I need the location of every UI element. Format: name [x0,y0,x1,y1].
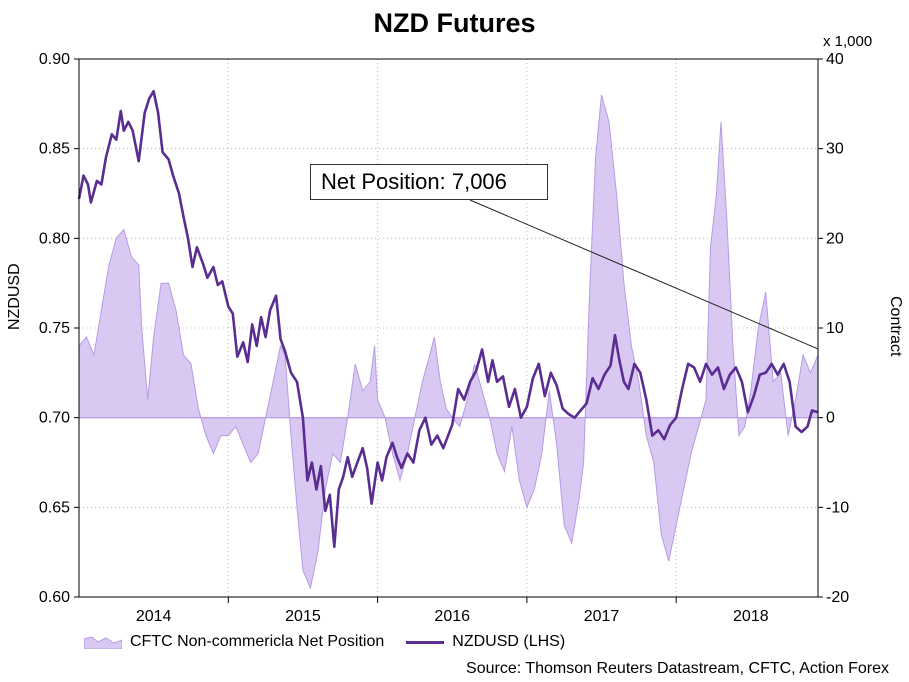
left-tick-label: 0.90 [39,51,70,68]
left-axis-title: NZDUSD [6,263,23,330]
chart-title: NZD Futures [373,8,536,38]
net-position-callout: Net Position: 7,006 [310,164,548,200]
legend: CFTC Non-commericla Net Position NZDUSD … [84,633,587,651]
callout-leader-line [469,199,819,350]
x-tick-label: 2017 [584,608,620,625]
legend-item-nzdusd: NZDUSD (LHS) [406,633,565,651]
left-tick-label: 0.75 [39,320,70,337]
net-position-area [78,94,819,590]
right-tick-label: 20 [826,230,844,247]
right-tick-label: 30 [826,141,844,158]
nzdusd-line [77,90,819,549]
x-tick-label: 2016 [434,608,470,625]
legend-label-net-position: CFTC Non-commericla Net Position [130,633,385,650]
line-swatch-icon [406,640,445,644]
left-tick-label: 0.85 [39,141,70,158]
right-tick-label: -20 [826,589,849,606]
area-swatch-icon [84,636,122,649]
right-axis: -20 -10 0 10 20 30 40 [818,51,849,606]
legend-item-net-position: CFTC Non-commericla Net Position [84,633,384,651]
gridlines [79,59,818,597]
source-note: Source: Thomson Reuters Datastream, CFTC… [466,660,889,677]
right-axis-scale-note: x 1,000 [823,33,873,50]
x-tick-label: 2015 [285,608,321,625]
x-tick-label: 2018 [733,608,769,625]
right-axis-title: Contract [887,296,904,357]
legend-label-nzdusd: NZDUSD (LHS) [452,633,566,650]
right-tick-label: 40 [826,51,844,68]
x-axis: 2014 2015 2016 2017 2018 [136,597,769,625]
left-tick-label: 0.70 [39,410,70,427]
x-tick-label: 2014 [136,608,172,625]
left-tick-label: 0.65 [39,499,70,516]
right-tick-label: -10 [826,499,849,516]
left-axis: 0.60 0.65 0.70 0.75 0.80 0.85 0.90 [39,51,79,606]
left-tick-label: 0.80 [39,230,70,247]
right-tick-label: 10 [826,320,844,337]
right-tick-label: 0 [826,410,835,427]
left-tick-label: 0.60 [39,589,70,606]
